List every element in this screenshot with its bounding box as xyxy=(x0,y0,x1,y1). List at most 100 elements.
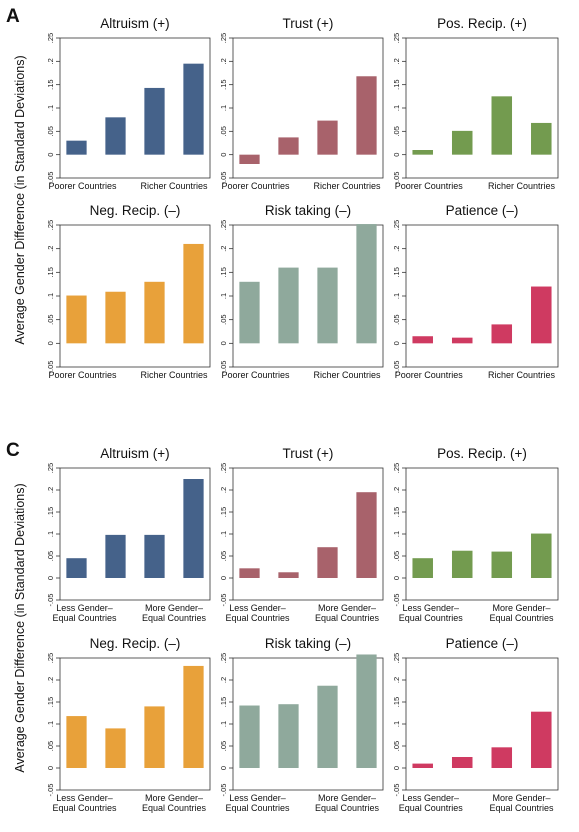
bar xyxy=(412,150,433,155)
bar xyxy=(183,479,204,578)
bar xyxy=(451,130,473,155)
y-tick-label: .1 xyxy=(392,105,401,111)
y-tick-label: .05 xyxy=(46,741,55,751)
y-tick-label: .1 xyxy=(46,293,55,299)
y-axis-label-top: Average Gender Difference (in Standard D… xyxy=(13,55,27,344)
y-tick-label: -.05 xyxy=(46,172,55,185)
y-tick-label: .05 xyxy=(392,551,401,561)
chart-panel: Patience (–) -.05 0 .05 .1 .15 .2 .25 Less Gende… xyxy=(392,636,559,813)
x-label-left: Equal Countries xyxy=(399,803,464,813)
y-tick-label: .15 xyxy=(219,697,228,707)
chart-title: Risk taking (–) xyxy=(265,203,351,218)
y-tick-label: .25 xyxy=(46,33,55,43)
bar xyxy=(531,711,552,768)
x-label-right: More Gender– xyxy=(145,603,203,613)
y-tick-label: -.05 xyxy=(392,172,401,185)
bar xyxy=(144,281,165,344)
chart-title: Trust (+) xyxy=(283,446,334,461)
bar xyxy=(531,533,552,578)
bar xyxy=(412,558,433,578)
chart-title: Pos. Recip. (+) xyxy=(437,446,527,461)
y-tick-label: .1 xyxy=(219,105,228,111)
chart-title: Patience (–) xyxy=(446,203,519,218)
y-tick-label: .2 xyxy=(219,677,228,683)
chart-panel: Altruism (+) -.05 0 .05 .1 .15 .2 .25 Less Gende… xyxy=(46,446,211,623)
x-label-left: Less Gender– xyxy=(402,603,459,613)
y-tick-label: .2 xyxy=(46,246,55,252)
y-tick-label: 0 xyxy=(392,341,401,345)
y-tick-label: 0 xyxy=(46,766,55,770)
y-tick-label: .15 xyxy=(392,267,401,277)
x-label-right: Equal Countries xyxy=(142,613,207,623)
y-tick-label: .1 xyxy=(46,105,55,111)
bar xyxy=(239,705,260,768)
x-label-left: Poorer Countries xyxy=(395,370,464,380)
y-tick-label: .1 xyxy=(219,531,228,537)
bar xyxy=(278,137,299,155)
bar xyxy=(491,551,513,578)
x-label-left: Poorer Countries xyxy=(221,181,290,191)
x-label-right: Equal Countries xyxy=(142,803,207,813)
bar xyxy=(356,224,377,344)
bar xyxy=(278,267,299,344)
y-tick-label: .05 xyxy=(46,551,55,561)
x-label-left: Poorer Countries xyxy=(221,370,290,380)
y-tick-label: .25 xyxy=(392,653,401,663)
y-tick-label: .15 xyxy=(219,267,228,277)
x-label-right: More Gender– xyxy=(493,603,551,613)
y-tick-label: 0 xyxy=(392,153,401,157)
bar xyxy=(144,87,165,155)
x-label-right: Equal Countries xyxy=(489,803,554,813)
bar xyxy=(239,154,260,164)
y-tick-label: .15 xyxy=(46,697,55,707)
y-tick-label: 0 xyxy=(46,576,55,580)
y-tick-label: -.05 xyxy=(46,594,55,607)
y-tick-label: -.05 xyxy=(46,361,55,374)
chart-title: Pos. Recip. (+) xyxy=(437,16,527,31)
y-tick-label: .05 xyxy=(46,126,55,136)
bar xyxy=(66,558,87,578)
y-tick-label: .25 xyxy=(46,220,55,230)
chart-title: Neg. Recip. (–) xyxy=(90,636,181,651)
chart-panel: Pos. Recip. (+) -.05 0 .05 .1 .15 .2 .25 Less Ge… xyxy=(392,446,559,623)
x-label-right: Equal Countries xyxy=(489,613,554,623)
y-tick-label: .2 xyxy=(392,58,401,64)
bar xyxy=(531,286,552,344)
bar xyxy=(278,704,299,768)
bar xyxy=(105,534,126,578)
y-tick-label: .1 xyxy=(46,531,55,537)
bar xyxy=(239,281,260,344)
y-tick-label: .1 xyxy=(392,531,401,537)
y-tick-label: .2 xyxy=(392,677,401,683)
x-label-left: Less Gender– xyxy=(56,793,113,803)
y-tick-label: .05 xyxy=(219,314,228,324)
y-tick-label: 0 xyxy=(392,766,401,770)
y-tick-label: -.05 xyxy=(392,594,401,607)
y-tick-label: -.05 xyxy=(392,784,401,797)
y-tick-label: -.05 xyxy=(219,594,228,607)
x-label-left: Poorer Countries xyxy=(48,370,117,380)
x-label-right: Richer Countries xyxy=(140,370,208,380)
y-tick-label: -.05 xyxy=(219,361,228,374)
bar xyxy=(317,120,338,155)
bar xyxy=(183,63,204,155)
y-tick-label: .05 xyxy=(392,741,401,751)
y-tick-label: .25 xyxy=(219,463,228,473)
bar xyxy=(317,685,338,768)
x-label-right: Equal Countries xyxy=(315,803,380,813)
bar xyxy=(531,122,552,155)
y-tick-label: .15 xyxy=(392,697,401,707)
y-tick-label: -.05 xyxy=(219,172,228,185)
y-tick-label: 0 xyxy=(219,341,228,345)
x-label-left: Poorer Countries xyxy=(48,181,117,191)
chart-panel: Risk taking (–) -.05 0 .05 .1 .15 .2 .25 Less Ge… xyxy=(219,636,384,813)
chart-panel: Risk taking (–) -.05 0 .05 .1 .15 .2 .25 Poorer … xyxy=(219,203,384,380)
bar xyxy=(66,140,87,155)
chart-title: Risk taking (–) xyxy=(265,636,351,651)
chart-panel: Neg. Recip. (–) -.05 0 .05 .1 .15 .2 .25 Less Ge… xyxy=(46,636,211,813)
y-tick-label: -.05 xyxy=(392,361,401,374)
chart-panel: Altruism (+) -.05 0 .05 .1 .15 .2 .25 Poorer Cou… xyxy=(46,16,211,191)
bar xyxy=(412,336,433,344)
